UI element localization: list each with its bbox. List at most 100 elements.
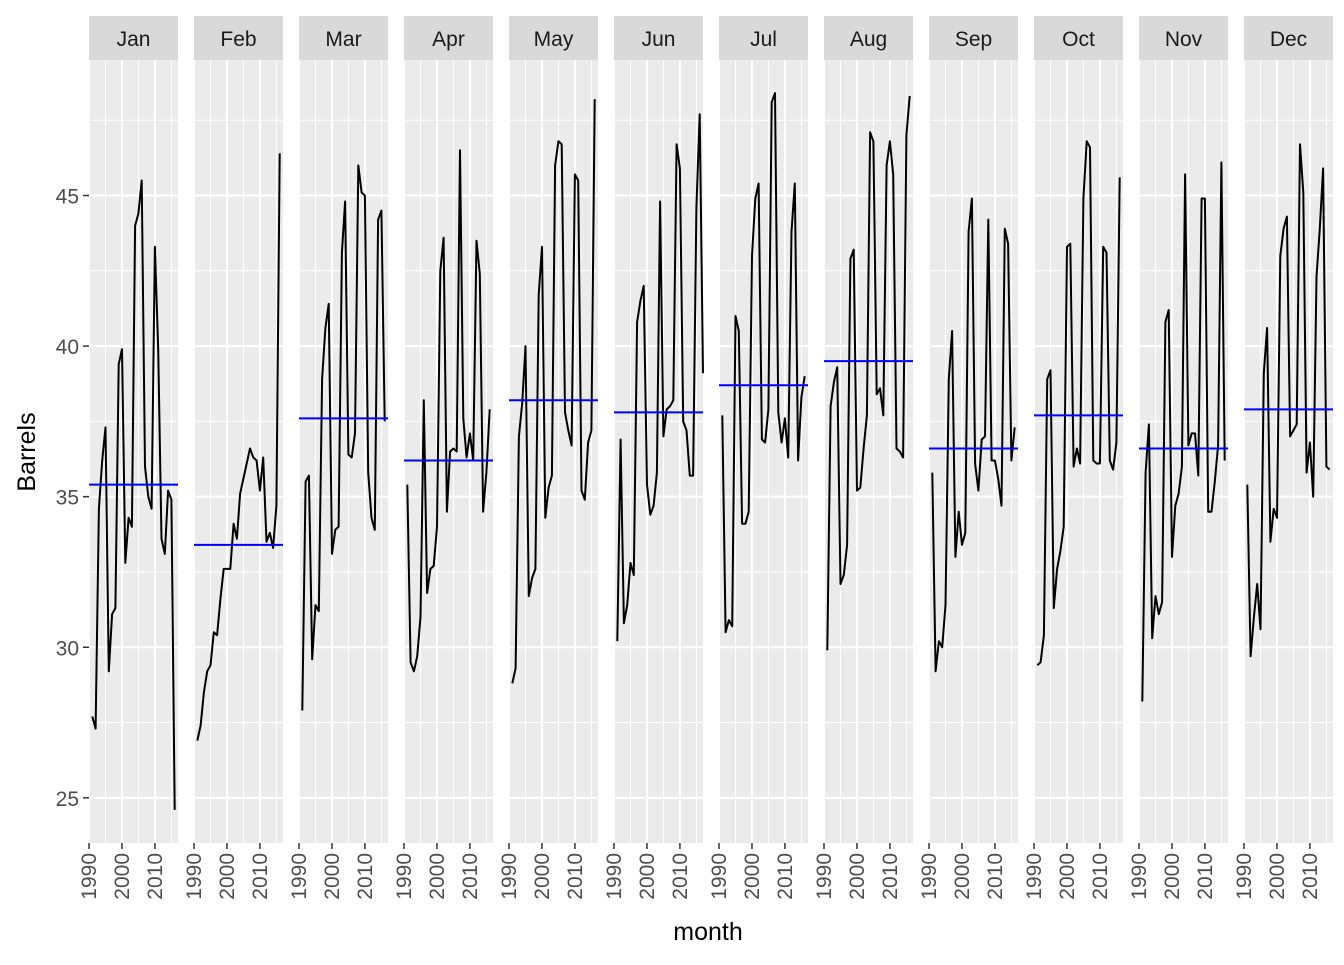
x-tick-label: 2000 bbox=[741, 853, 764, 900]
x-tick-label: 1990 bbox=[288, 853, 311, 900]
facet-strip-label: May bbox=[534, 28, 574, 51]
y-tick-label: 45 bbox=[56, 186, 79, 209]
y-tick-label: 35 bbox=[56, 487, 79, 510]
x-tick-label: 2010 bbox=[774, 853, 797, 900]
facet-panel-feb: Feb 1990 2000 2010 bbox=[183, 16, 283, 900]
facet-strip bbox=[1034, 16, 1123, 60]
facet-strip-label: Feb bbox=[220, 28, 256, 51]
facet-panel-aug: Aug 1990 2000 2010 bbox=[813, 16, 913, 900]
x-tick-label: 2000 bbox=[216, 853, 239, 900]
x-tick-label: 2010 bbox=[249, 853, 272, 900]
series-line bbox=[196, 153, 281, 741]
panel-background bbox=[929, 60, 1018, 843]
panel-background bbox=[194, 60, 283, 843]
x-tick-label: 1990 bbox=[1233, 853, 1256, 900]
facet-panel-nov: Nov 1990 2000 2010 bbox=[1128, 16, 1228, 900]
y-tick-label: 30 bbox=[56, 637, 79, 660]
panel-background bbox=[299, 60, 388, 843]
facet-strip bbox=[824, 16, 913, 60]
x-tick-label: 1990 bbox=[1128, 853, 1151, 900]
facet-strip-label: Apr bbox=[432, 28, 465, 51]
facet-strip-label: Jan bbox=[117, 28, 151, 51]
series-line bbox=[931, 197, 1016, 673]
x-tick-label: 2010 bbox=[354, 853, 377, 900]
series-line bbox=[301, 164, 386, 711]
x-tick-label: 2010 bbox=[669, 853, 692, 900]
series-line bbox=[826, 96, 911, 651]
x-tick-label: 1990 bbox=[813, 853, 836, 900]
facet-strip bbox=[194, 16, 283, 60]
x-tick-label: 2000 bbox=[321, 853, 344, 900]
panel-background bbox=[1139, 60, 1228, 843]
x-tick-label: 2000 bbox=[531, 853, 554, 900]
facet-strip bbox=[929, 16, 1018, 60]
x-tick-label: 2000 bbox=[846, 853, 869, 900]
facet-panel-may: May 1990 2000 2010 bbox=[498, 16, 598, 900]
facet-strip-label: Dec bbox=[1270, 28, 1307, 51]
facet-panel-apr: Apr 1990 2000 2010 bbox=[393, 16, 493, 900]
series-line bbox=[406, 149, 491, 673]
facet-strip-label: Nov bbox=[1165, 28, 1203, 51]
series-line bbox=[1246, 143, 1331, 658]
facet-strip bbox=[719, 16, 808, 60]
x-tick-label: 1990 bbox=[603, 853, 626, 900]
x-tick-label: 1990 bbox=[708, 853, 731, 900]
facet-strip bbox=[614, 16, 703, 60]
x-tick-label: 2010 bbox=[1194, 853, 1217, 900]
y-tick-label: 25 bbox=[56, 788, 79, 811]
series-line bbox=[1036, 140, 1121, 667]
facet-strip-label: Jul bbox=[750, 28, 777, 51]
facet-panel-jun: Jun 1990 2000 2010 bbox=[603, 16, 704, 900]
x-tick-label: 2000 bbox=[636, 853, 659, 900]
facet-strip bbox=[404, 16, 493, 60]
facet-strip bbox=[89, 16, 178, 60]
facet-strip-label: Aug bbox=[850, 28, 887, 51]
facet-panel-mar: Mar 1990 2000 2010 bbox=[288, 16, 388, 900]
x-tick-label: 2000 bbox=[426, 853, 449, 900]
x-tick-label: 2000 bbox=[1056, 853, 1079, 900]
facet-strip-label: Sep bbox=[955, 28, 992, 51]
facet-panel-sep: Sep 1990 2000 2010 bbox=[918, 16, 1018, 900]
panel-background bbox=[509, 60, 598, 843]
panel-background bbox=[404, 60, 493, 843]
facet-strip-label: Jun bbox=[642, 28, 676, 51]
x-tick-label: 2010 bbox=[564, 853, 587, 900]
x-tick-label: 2010 bbox=[459, 853, 482, 900]
x-tick-label: 2010 bbox=[984, 853, 1007, 900]
x-tick-label: 1990 bbox=[1023, 853, 1046, 900]
x-axis-title: month bbox=[673, 918, 742, 946]
x-tick-label: 1990 bbox=[393, 853, 416, 900]
facet-panel-dec: Dec 1990 2000 2010 bbox=[1233, 16, 1333, 900]
y-tick-label: 40 bbox=[56, 336, 79, 359]
facet-strip-label: Oct bbox=[1062, 28, 1095, 51]
facet-strip-label: Mar bbox=[325, 28, 361, 51]
facet-strip bbox=[1139, 16, 1228, 60]
series-line bbox=[616, 113, 704, 642]
x-tick-label: 2000 bbox=[951, 853, 974, 900]
panels-layer: Jan 1990 2000 2010 Feb 1990 2000 2010 Mar 1990 200… bbox=[78, 16, 1333, 900]
x-tick-label: 2010 bbox=[144, 853, 167, 900]
panel-background bbox=[1244, 60, 1333, 843]
series-line bbox=[511, 99, 596, 684]
facet-panel-jul: Jul 1990 2000 2010 bbox=[708, 16, 808, 900]
facet-strip bbox=[509, 16, 598, 60]
x-tick-label: 2000 bbox=[111, 853, 134, 900]
x-tick-label: 2010 bbox=[879, 853, 902, 900]
x-tick-label: 2010 bbox=[1299, 853, 1322, 900]
x-tick-label: 2000 bbox=[1161, 853, 1184, 900]
y-axis-title: Barrels bbox=[13, 412, 41, 491]
x-tick-label: 1990 bbox=[498, 853, 521, 900]
x-tick-label: 1990 bbox=[183, 853, 206, 900]
axes-layer: 25 30 35 40 45 bbox=[56, 186, 89, 811]
facet-strip bbox=[299, 16, 388, 60]
x-tick-label: 2010 bbox=[1089, 853, 1112, 900]
facet-panel-jan: Jan 1990 2000 2010 bbox=[78, 16, 178, 900]
series-line bbox=[91, 179, 176, 810]
x-tick-label: 1990 bbox=[918, 853, 941, 900]
facet-panel-oct: Oct 1990 2000 2010 bbox=[1023, 16, 1123, 900]
x-tick-label: 1990 bbox=[78, 853, 101, 900]
facet-strip bbox=[1244, 16, 1333, 60]
series-line bbox=[721, 92, 806, 634]
